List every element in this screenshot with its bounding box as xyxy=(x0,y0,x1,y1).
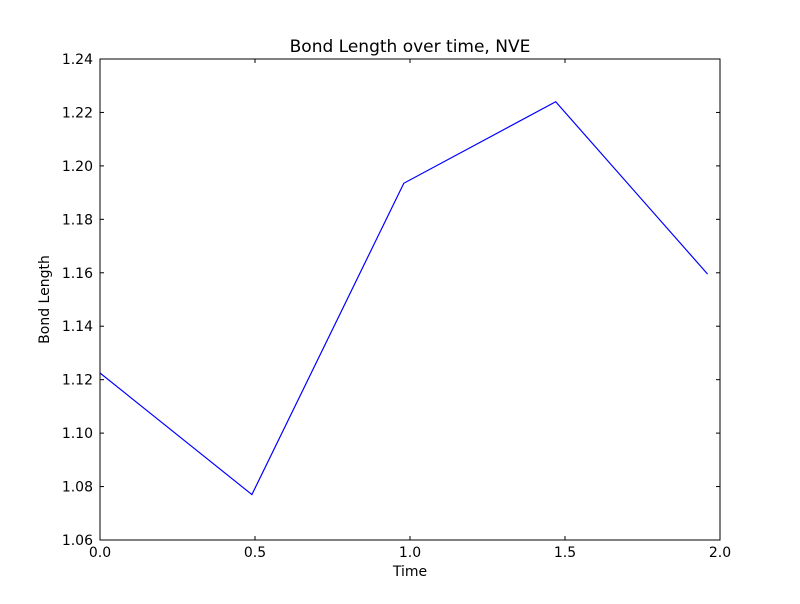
y-tick-label: 1.14 xyxy=(62,319,93,335)
x-tick-label: 1.0 xyxy=(399,545,421,561)
y-tick-label: 1.16 xyxy=(62,266,93,282)
ticks: 0.0 0.5 1.0 1.5 2.0 1.06 1.08 1.10 1.12 1.14 1.16 1… xyxy=(62,52,731,561)
y-tick-label: 1.18 xyxy=(62,212,93,228)
x-tick-label: 2.0 xyxy=(709,545,731,561)
x-axis-label: Time xyxy=(392,564,427,580)
plot-area xyxy=(99,101,709,496)
y-tick-label: 1.20 xyxy=(62,159,93,175)
x-tick-label: 0.5 xyxy=(244,545,266,561)
y-tick-label: 1.12 xyxy=(62,373,93,389)
y-tick-label: 1.24 xyxy=(62,52,93,68)
series-line xyxy=(99,101,709,496)
chart-title: Bond Length over time, NVE xyxy=(290,37,531,57)
y-tick-label: 1.08 xyxy=(62,480,93,496)
y-tick-label: 1.22 xyxy=(62,105,93,121)
x-tick-label: 0.0 xyxy=(89,545,111,561)
x-tick-label: 1.5 xyxy=(554,545,576,561)
y-tick-label: 1.06 xyxy=(62,533,93,549)
y-tick-label: 1.10 xyxy=(62,426,93,442)
y-axis-label: Bond Length xyxy=(37,255,53,344)
